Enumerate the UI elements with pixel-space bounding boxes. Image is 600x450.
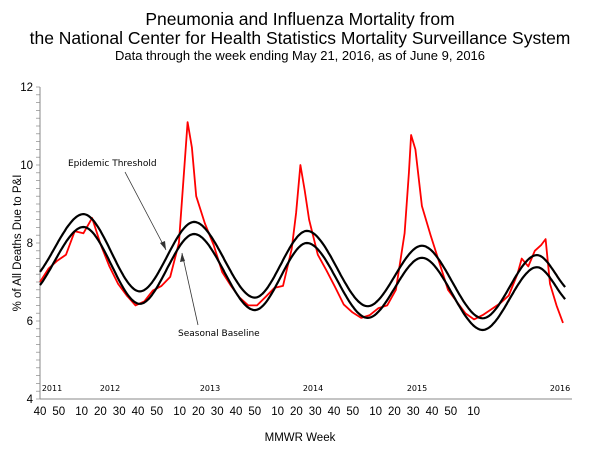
y-tick-label: 4 [27,394,34,406]
y-axis-label: % of All Deaths Due to P&I [12,175,24,312]
x-tick-label: 50 [346,406,359,418]
x-tick-label: 20 [94,406,107,418]
x-tick-label: 40 [132,406,145,418]
x-tick-label: 10 [173,406,186,418]
annotations: Epidemic Threshold Seasonal Baseline [68,159,260,339]
year-label: 2011 [42,384,62,393]
seasonal-baseline-arrowhead [180,253,185,262]
y-tick-label: 10 [20,160,33,172]
x-tick-label: 20 [388,406,401,418]
y-tick-label: 6 [27,316,33,328]
y-tick-label: 8 [27,238,33,250]
year-label: 2013 [200,384,220,393]
x-tick-label: 10 [271,406,284,418]
baseline-line [39,225,566,332]
year-label: 2012 [100,384,120,393]
x-tick-label: 40 [328,406,341,418]
x-tick-label: 50 [444,406,457,418]
x-tick-label: 10 [467,406,480,418]
x-tick-label: 30 [113,406,126,418]
chart-title-line2: the National Center for Health Statistic… [30,28,571,48]
year-label: 2016 [550,384,570,393]
y-tick-label: 12 [20,82,33,94]
observed-line [39,121,564,324]
x-tick-label: 30 [309,406,322,418]
epidemic-threshold-arrow [124,171,167,251]
seasonal-baseline-arrow [181,252,199,326]
x-tick-label: 50 [150,406,163,418]
year-label: 2014 [303,384,323,393]
chart-title-line1: Pneumonia and Influenza Mortality from [145,9,454,29]
x-tick-label: 40 [426,406,439,418]
x-axis-label: MMWR Week [265,432,336,444]
epidemic-threshold-arrowhead [160,241,166,250]
x-tick-label: 10 [75,406,88,418]
x-tick-label: 50 [52,406,65,418]
x-tick-label: 40 [34,406,47,418]
seasonal-baseline-label: Seasonal Baseline [178,329,260,339]
x-tick-label: 20 [290,406,303,418]
x-tick-label: 40 [230,406,243,418]
x-tick-label: 50 [248,406,261,418]
threshold-line [39,213,566,320]
series-lines [39,121,566,332]
x-tick-label: 30 [211,406,224,418]
chart-subtitle: Data through the week ending May 21, 201… [115,48,485,63]
x-tick-label: 10 [369,406,382,418]
epidemic-threshold-label: Epidemic Threshold [68,159,157,169]
x-tick-label: 30 [407,406,420,418]
x-tick-label: 20 [192,406,205,418]
year-label: 2015 [407,384,427,393]
axes: 4 6 8 10 12 40 50 10 20 30 40 50 10 20 30 40 50 10 20 30 40 5… [20,82,572,418]
